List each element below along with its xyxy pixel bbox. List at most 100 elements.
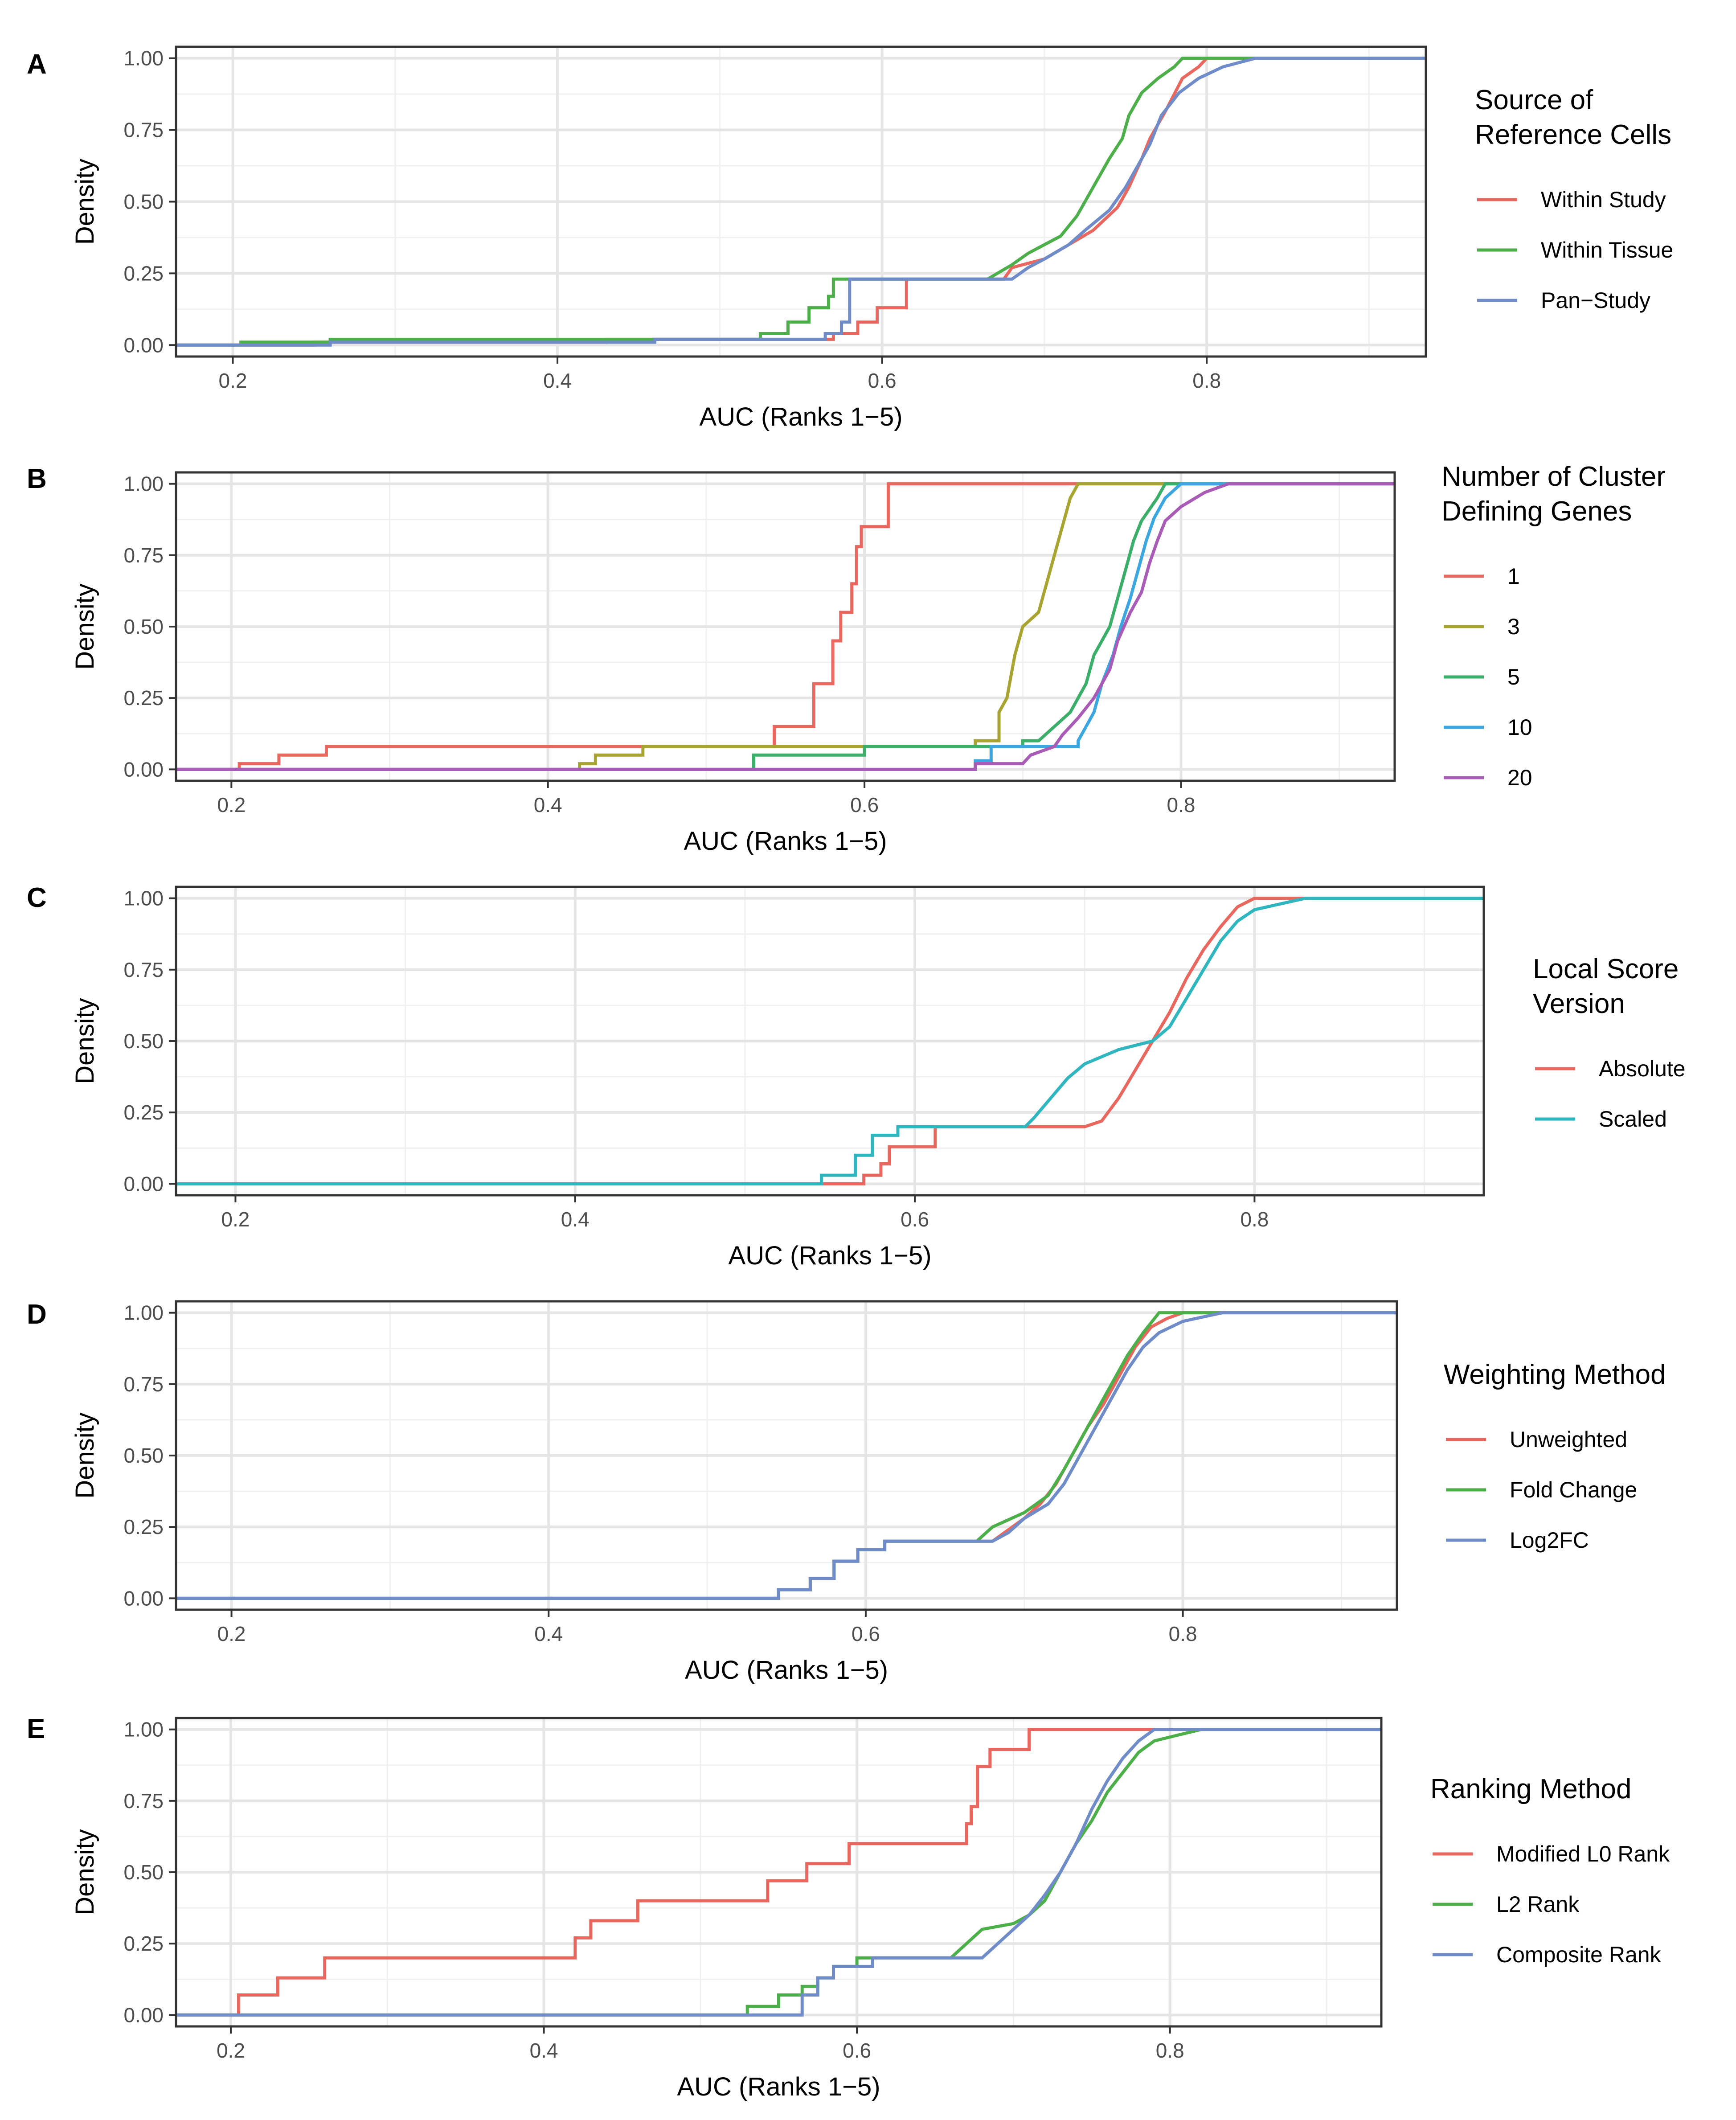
series-line-l2-rank — [176, 1728, 1381, 2017]
series-line-pan-study — [176, 57, 1426, 347]
y-tick-label: 0.25 — [123, 1101, 164, 1124]
panel-A: 0.2 0.4 0.6 0.8 0.00 0.25 0.50 0.75 1.00 AUC (Ran… — [27, 45, 1673, 431]
y-tick-label: 0.00 — [123, 2003, 164, 2026]
y-axis-title: Density — [70, 583, 99, 669]
series-line-1 — [176, 482, 1395, 771]
series-line-scaled — [176, 897, 1484, 1185]
legend-label: 5 — [1507, 664, 1520, 689]
x-tick-label: 0.6 — [868, 369, 897, 392]
legend-label: Within Tissue — [1541, 238, 1673, 262]
panel-letter: C — [27, 882, 47, 913]
legend-label: Log2FC — [1510, 1528, 1589, 1553]
x-tick-label: 0.2 — [217, 1622, 246, 1645]
y-tick-label: 0.50 — [123, 1444, 164, 1467]
legend-label: Scaled — [1599, 1107, 1667, 1132]
x-tick-label: 0.8 — [1192, 369, 1221, 392]
legend-title: Source of — [1475, 85, 1593, 115]
x-tick-label: 0.2 — [217, 793, 246, 816]
legend-label: Unweighted — [1510, 1427, 1627, 1452]
legend-label: Within Study — [1541, 187, 1666, 212]
legend: Local Score Version Absolute Scaled — [1533, 954, 1686, 1132]
x-tick-label: 0.4 — [534, 1622, 563, 1645]
legend: Source of Reference Cells Within Study With… — [1475, 85, 1673, 313]
legend-label: Modified L0 Rank — [1496, 1841, 1670, 1866]
y-tick-label: 0.25 — [123, 262, 164, 285]
series-line-modified-l0-rank — [176, 1728, 1381, 2017]
y-tick-label: 0.75 — [123, 544, 164, 567]
y-axis-title: Density — [70, 159, 99, 245]
y-axis-title: Density — [70, 998, 99, 1084]
legend-label: Pan−Study — [1541, 288, 1650, 313]
panel-letter: E — [27, 1714, 45, 1744]
legend-label: Composite Rank — [1496, 1942, 1662, 1967]
panel-C: 0.2 0.4 0.6 0.8 0.00 0.25 0.50 0.75 1.00 AUC (Ran… — [27, 882, 1686, 1270]
legend-title: Version — [1533, 988, 1625, 1019]
x-tick-label: 0.6 — [852, 1622, 880, 1645]
y-tick-label: 0.25 — [123, 1932, 164, 1955]
y-tick-label: 0.25 — [123, 1515, 164, 1538]
x-tick-label: 0.4 — [530, 2039, 558, 2062]
legend: Ranking Method Modified L0 Rank L2 Rank Com… — [1430, 1774, 1670, 1967]
x-axis-title: AUC (Ranks 1−5) — [677, 2072, 880, 2101]
x-tick-label: 0.4 — [534, 793, 562, 816]
series-line-5 — [176, 482, 1395, 771]
panel-E: 0.2 0.4 0.6 0.8 0.00 0.25 0.50 0.75 1.00 AUC (Ran… — [27, 1714, 1670, 2101]
y-axis-title: Density — [70, 1829, 99, 1915]
y-axis-title: Density — [70, 1412, 99, 1498]
x-tick-label: 0.2 — [219, 369, 247, 392]
y-tick-label: 0.50 — [123, 1029, 164, 1053]
legend-title: Defining Genes — [1441, 496, 1632, 527]
y-tick-label: 1.00 — [123, 887, 164, 910]
legend-label: Absolute — [1599, 1056, 1686, 1081]
x-tick-label: 0.4 — [561, 1208, 590, 1231]
legend-label: 1 — [1507, 564, 1520, 589]
series-line-composite-rank — [176, 1728, 1381, 2017]
x-tick-label: 0.6 — [850, 793, 879, 816]
x-tick-label: 0.6 — [901, 1208, 929, 1231]
x-tick-label: 0.6 — [843, 2039, 871, 2062]
x-tick-label: 0.2 — [217, 2039, 245, 2062]
x-axis-title: AUC (Ranks 1−5) — [728, 1241, 931, 1270]
panel-letter: A — [27, 49, 47, 80]
legend-title: Weighting Method — [1444, 1359, 1666, 1390]
legend-label: 10 — [1507, 715, 1532, 740]
y-tick-label: 0.75 — [123, 119, 164, 142]
x-tick-label: 0.2 — [221, 1208, 250, 1231]
x-tick-label: 0.4 — [543, 369, 572, 392]
panel-letter: D — [27, 1299, 47, 1330]
y-tick-label: 1.00 — [123, 1301, 164, 1324]
y-tick-label: 0.00 — [123, 1172, 164, 1195]
y-tick-label: 0.75 — [123, 1789, 164, 1812]
legend-label: 20 — [1507, 765, 1532, 790]
series-line-20 — [176, 482, 1395, 771]
y-tick-label: 0.75 — [123, 958, 164, 981]
x-axis-title: AUC (Ranks 1−5) — [685, 1656, 888, 1685]
series-line-absolute — [176, 897, 1484, 1185]
legend: Weighting Method Unweighted Fold Change Log… — [1444, 1359, 1666, 1553]
legend-label: L2 Rank — [1496, 1892, 1580, 1917]
y-tick-label: 0.00 — [123, 333, 164, 357]
y-tick-label: 0.25 — [123, 686, 164, 709]
y-tick-label: 1.00 — [123, 47, 164, 70]
legend-title: Number of Cluster — [1441, 461, 1666, 492]
y-tick-label: 0.50 — [123, 1861, 164, 1884]
legend-label: 3 — [1507, 614, 1520, 639]
series-line-log2fc — [176, 1311, 1397, 1600]
y-tick-label: 0.75 — [123, 1373, 164, 1396]
legend-label: Fold Change — [1510, 1477, 1637, 1502]
panel-letter: B — [27, 463, 47, 494]
x-tick-label: 0.8 — [1240, 1208, 1269, 1231]
y-tick-label: 0.00 — [123, 1587, 164, 1610]
series-line-3 — [176, 482, 1395, 771]
legend-title: Local Score — [1533, 954, 1679, 984]
x-axis-title: AUC (Ranks 1−5) — [684, 827, 887, 856]
legend: Number of Cluster Defining Genes 1 3 5 10 20 — [1441, 461, 1666, 790]
y-tick-label: 1.00 — [123, 1718, 164, 1741]
y-tick-label: 0.50 — [123, 190, 164, 213]
legend-title: Reference Cells — [1475, 119, 1671, 150]
y-tick-label: 1.00 — [123, 472, 164, 496]
y-tick-label: 0.50 — [123, 615, 164, 638]
y-tick-label: 0.00 — [123, 758, 164, 781]
legend-title: Ranking Method — [1430, 1774, 1632, 1804]
